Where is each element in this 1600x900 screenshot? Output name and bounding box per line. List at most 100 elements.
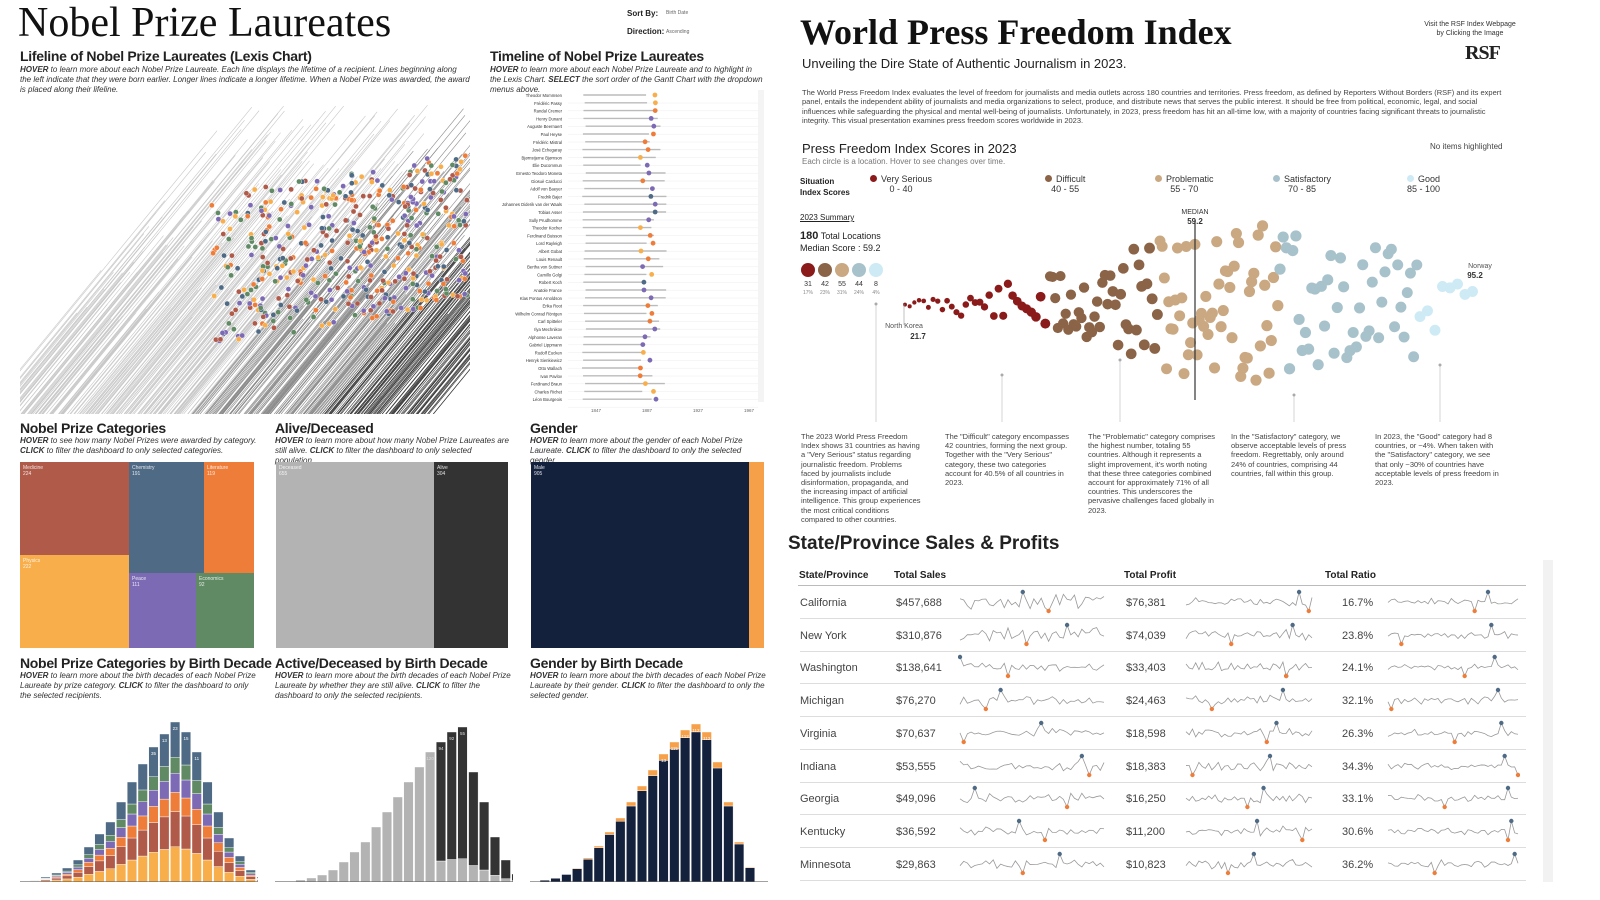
legend-very-serious[interactable]: Very Serious 0 - 40 xyxy=(870,174,932,194)
legend-difficult[interactable]: Difficult 40 - 55 xyxy=(1045,174,1085,194)
award-marker xyxy=(642,381,648,386)
sort-by-dropdown[interactable]: Birth Date xyxy=(666,10,689,16)
table-row[interactable]: New York $310,876 $74,039 23.8% xyxy=(800,619,1526,652)
country-dot xyxy=(1144,242,1155,254)
table-row[interactable]: Kentucky $36,592 $11,200 30.6% xyxy=(800,815,1526,848)
lifeline xyxy=(388,314,470,414)
bar-label: 15 xyxy=(183,736,189,741)
award-point xyxy=(390,308,396,315)
sparkline[interactable] xyxy=(1184,654,1314,680)
table-row[interactable]: California $457,688 $76,381 16.7% xyxy=(800,586,1526,619)
timeline-chart[interactable]: Theodor Mommsen Frédéric Passy Randal Crem… xyxy=(490,90,766,414)
categories-treemap[interactable]: Medicine 224 Chemistry 191 Literature 119 P… xyxy=(20,462,254,648)
treemap-chemistry[interactable]: Chemistry 191 xyxy=(129,462,204,573)
sparkline[interactable] xyxy=(958,687,1106,713)
table-row[interactable]: Virginia $70,637 $18,598 26.3% xyxy=(800,717,1526,750)
sparkline[interactable] xyxy=(1184,589,1314,615)
laureate-name: Ivan Pavlov xyxy=(540,374,563,379)
sparkline[interactable] xyxy=(1386,851,1520,877)
direction-dropdown[interactable]: Ascending xyxy=(666,29,690,35)
sparkline-path xyxy=(959,590,1105,612)
lifeline xyxy=(220,164,426,414)
laureate-name: Albert Gobat xyxy=(538,249,562,254)
cat-decade-chart[interactable]: 35 13 23 15 11 xyxy=(20,710,258,882)
summary-dot xyxy=(852,263,866,277)
sparkline[interactable] xyxy=(958,818,1106,844)
gender-chart[interactable]: Male 905 xyxy=(531,462,764,648)
country-dot xyxy=(1389,321,1401,333)
sparkline[interactable] xyxy=(1386,753,1520,779)
decade-segment xyxy=(170,721,181,758)
sparkline[interactable] xyxy=(958,654,1106,680)
sparkline[interactable] xyxy=(1386,622,1520,648)
sparkline-max-dot xyxy=(958,655,963,660)
legend-problematic[interactable]: Problematic 55 - 70 xyxy=(1155,174,1214,194)
treemap-physics[interactable]: Physics 222 xyxy=(20,555,129,648)
alive-chart[interactable]: Deceased 655 Alive 304 xyxy=(276,462,508,648)
legend-good[interactable]: Good 85 - 100 xyxy=(1407,174,1441,194)
sparkline[interactable] xyxy=(1386,818,1520,844)
no-items-text: No items highlighted xyxy=(1430,142,1503,151)
deceased-block[interactable]: Deceased 655 xyxy=(276,462,434,648)
award-marker xyxy=(646,217,652,223)
sparkline[interactable] xyxy=(958,589,1106,615)
country-dot xyxy=(1347,326,1359,339)
male-block[interactable]: Male 905 xyxy=(531,462,749,648)
award-marker xyxy=(652,209,658,215)
rsf-link-text[interactable]: Visit the RSF Index Webpage by Clicking t… xyxy=(1424,21,1516,37)
treemap-literature[interactable]: Literature 119 xyxy=(204,462,254,573)
treemap-medicine[interactable]: Medicine 224 xyxy=(20,462,129,555)
sparkline[interactable] xyxy=(1184,818,1314,844)
sparkline[interactable] xyxy=(1184,720,1314,746)
sparkline[interactable] xyxy=(1184,753,1314,779)
sparkline[interactable] xyxy=(1386,720,1520,746)
table-row[interactable]: Michigan $76,270 $24,463 32.1% xyxy=(800,684,1526,718)
scrollbar[interactable] xyxy=(1543,560,1553,882)
sparkline[interactable] xyxy=(958,851,1106,877)
lifeline xyxy=(59,129,293,414)
treemap-peace[interactable]: Peace 111 xyxy=(129,573,196,648)
female-block[interactable] xyxy=(749,462,764,648)
sparkline[interactable] xyxy=(958,720,1106,746)
lifeline xyxy=(329,242,470,414)
sparkline[interactable] xyxy=(1184,851,1314,877)
award-point xyxy=(348,197,355,203)
award-marker xyxy=(652,201,658,207)
award-point xyxy=(400,184,407,190)
table-row[interactable]: Georgia $49,096 $16,250 33.1% xyxy=(800,782,1526,816)
timeline-scrollbar[interactable] xyxy=(758,90,764,402)
sparkline[interactable] xyxy=(1184,687,1314,713)
country-dot xyxy=(1191,349,1203,361)
sparkline[interactable] xyxy=(958,785,1106,811)
table-row[interactable]: Minnesota $29,863 $10,823 36.2% xyxy=(800,848,1526,881)
country-dot xyxy=(1312,359,1324,371)
lifeline xyxy=(20,271,138,414)
sparkline[interactable] xyxy=(1386,687,1520,713)
treemap-economics[interactable]: Economics 92 xyxy=(196,573,254,648)
sparkline[interactable] xyxy=(958,753,1106,779)
country-dot xyxy=(1167,323,1179,335)
lexis-chart[interactable] xyxy=(20,92,470,414)
award-marker xyxy=(640,264,645,269)
summary-link[interactable]: 2023 Summary xyxy=(800,213,855,222)
country-dot xyxy=(1200,290,1212,302)
sparkline[interactable] xyxy=(1184,622,1314,648)
table-row[interactable]: Indiana $53,555 $18,383 34.3% xyxy=(800,750,1526,783)
award-point xyxy=(433,297,440,303)
alive-block[interactable]: Alive 304 xyxy=(434,462,508,648)
lifeline xyxy=(391,317,470,414)
award-point xyxy=(383,253,389,260)
lifeline xyxy=(413,344,470,414)
sparkline[interactable] xyxy=(958,622,1106,648)
sparkline[interactable] xyxy=(1386,654,1520,680)
active-decade-chart[interactable]: 120 94 92 55 xyxy=(275,710,513,882)
summary-circles[interactable]: 31 17% 42 23% 55 31% 44 24% 8 4% xyxy=(798,258,898,300)
legend-satisfactory[interactable]: Satisfactory 70 - 85 xyxy=(1273,174,1331,194)
rsf-logo[interactable]: RSF xyxy=(1465,42,1501,64)
sparkline[interactable] xyxy=(1386,589,1520,615)
sparkline[interactable] xyxy=(1386,785,1520,811)
sparkline[interactable] xyxy=(1184,785,1314,811)
table-row[interactable]: Washington $138,641 $33,403 24.1% xyxy=(800,651,1526,685)
